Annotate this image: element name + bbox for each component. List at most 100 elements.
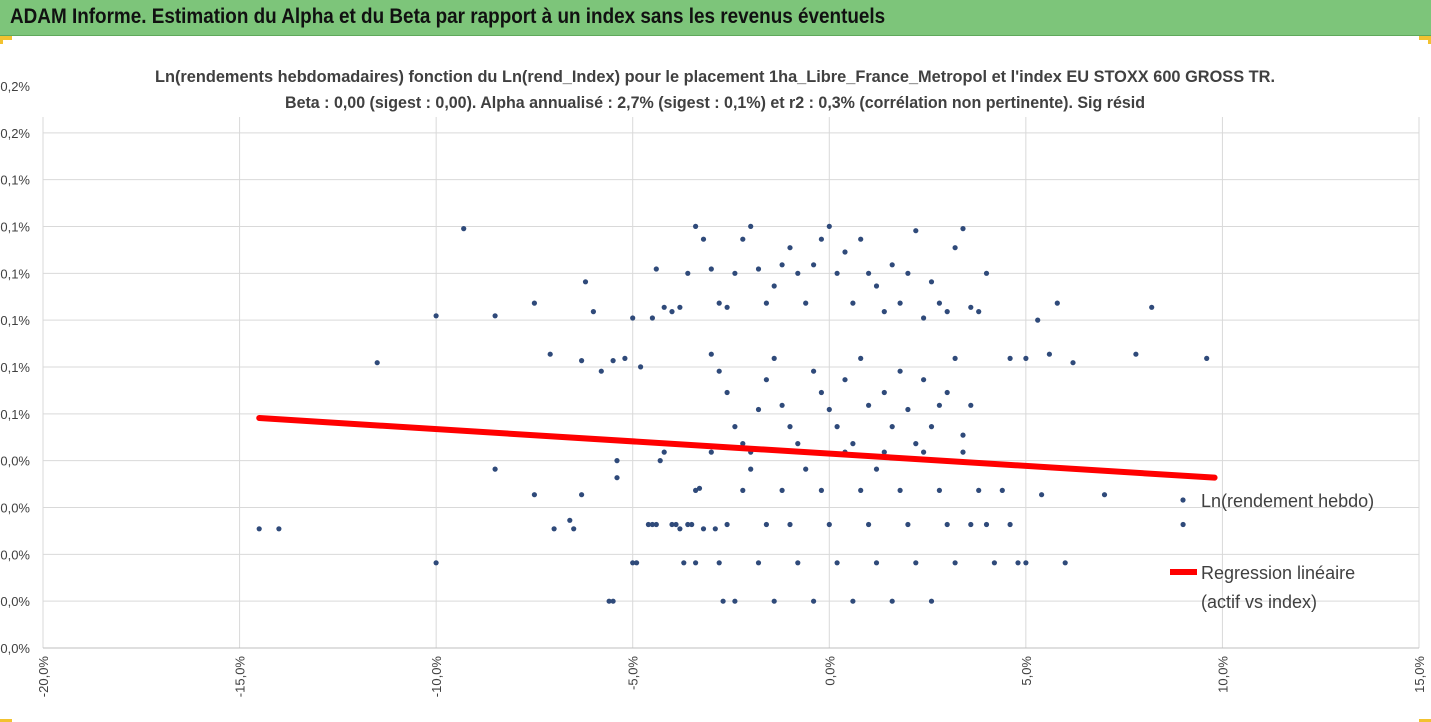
- scatter-point: [771, 283, 777, 289]
- y-tick-label: 0,0%: [0, 547, 30, 562]
- scatter-point: [724, 521, 730, 528]
- scatter-point: [614, 458, 620, 464]
- scatter-point: [673, 521, 679, 528]
- scatter-point: [492, 313, 498, 319]
- scatter-point: [622, 355, 628, 361]
- scatter-point: [696, 485, 703, 491]
- scatter-point: [1133, 351, 1139, 357]
- scatter-point: [720, 598, 726, 604]
- scatter-point: [913, 441, 919, 447]
- y-tick-label: 0,1%: [0, 266, 30, 281]
- y-tick-label: 0,1%: [0, 407, 30, 422]
- y-tick-label: 0,0%: [0, 501, 30, 516]
- scatter-point: [936, 487, 943, 493]
- scatter-point: [811, 368, 817, 374]
- scatter-point: [755, 266, 762, 272]
- chart-title-line-2: Beta : 0,00 (sigest : 0,00). Alpha annua…: [285, 93, 1145, 112]
- scatter-point: [610, 598, 616, 604]
- scatter-point: [590, 309, 597, 315]
- scatter-point: [866, 521, 872, 528]
- scatter-point: [763, 521, 770, 528]
- scatter-point: [630, 560, 636, 566]
- scatter-point: [492, 466, 498, 472]
- scatter-point: [811, 598, 817, 604]
- scatter-point: [689, 521, 695, 528]
- legend-label-scatter: Ln(rendement hebdo): [1201, 491, 1374, 511]
- y-tick-label: 0,2%: [0, 126, 30, 141]
- scatter-point: [889, 262, 895, 268]
- scatter-point: [732, 598, 738, 604]
- scatter-point: [708, 449, 714, 455]
- scatter-point: [928, 279, 935, 285]
- y-tick-label: 0,0%: [0, 454, 30, 469]
- chart-title-line-1: Ln(rendements hebdomadaires) fonction du…: [155, 67, 1275, 86]
- scatter-point: [1039, 492, 1045, 498]
- scatter-point: [1062, 560, 1068, 566]
- scatter-point: [881, 389, 887, 396]
- scatter-point: [649, 315, 656, 321]
- scatter-point: [433, 560, 439, 566]
- x-tick-label: -10,0%: [429, 656, 444, 698]
- scatter-point: [653, 521, 659, 528]
- scatter-point: [873, 283, 880, 289]
- corner-accent-left-vertical: [0, 36, 3, 44]
- scatter-point: [661, 304, 667, 310]
- scatter-point: [818, 487, 825, 493]
- scatter-point: [795, 560, 801, 566]
- scatter-point: [850, 300, 856, 306]
- scatter-point: [795, 270, 801, 276]
- scatter-point: [748, 223, 754, 229]
- scatter-point: [873, 560, 880, 566]
- scatter-point: [873, 466, 880, 472]
- y-tick-label: 0,1%: [0, 220, 30, 235]
- x-tick-label: 10,0%: [1215, 656, 1230, 693]
- scatter-point: [779, 487, 785, 493]
- scatter-point: [897, 368, 903, 374]
- scatter-point: [685, 521, 691, 528]
- scatter-point: [661, 449, 667, 455]
- scatter-point: [944, 389, 950, 396]
- scatter-point: [779, 402, 785, 408]
- scatter-point: [803, 300, 809, 306]
- y-tick-label: 0,1%: [0, 313, 30, 328]
- scatter-point: [374, 360, 380, 366]
- scatter-point: [928, 424, 935, 430]
- scatter-point: [850, 441, 856, 447]
- scatter-point: [889, 598, 895, 604]
- scatter-point: [999, 487, 1005, 493]
- scatter-point: [881, 309, 887, 315]
- scatter-point: [834, 270, 840, 276]
- scatter-point: [944, 521, 950, 528]
- scatter-point: [433, 313, 439, 319]
- scatter-point: [960, 226, 966, 232]
- scatter-point: [716, 560, 722, 566]
- scatter-point: [1007, 521, 1013, 528]
- scatter-point: [276, 526, 282, 532]
- scatter-point: [708, 351, 714, 357]
- scatter-point: [787, 245, 793, 251]
- scatter-point: [960, 432, 966, 438]
- scatter-point: [1101, 492, 1108, 498]
- scatter-point: [579, 492, 585, 498]
- scatter-point: [1046, 351, 1052, 357]
- y-tick-label: 0,0%: [0, 594, 30, 609]
- scatter-point: [669, 309, 675, 315]
- scatter-point: [826, 521, 832, 528]
- scatter-point: [795, 441, 801, 447]
- scatter-point: [913, 228, 919, 234]
- scatter-point: [610, 358, 616, 364]
- scatter-point: [256, 526, 262, 532]
- scatter-point: [732, 270, 738, 276]
- scatter-point: [653, 266, 659, 272]
- scatter-point: [693, 560, 699, 566]
- scatter-point: [858, 355, 864, 361]
- scatter-point: [858, 236, 864, 242]
- scatter-point: [818, 236, 825, 242]
- x-tick-label: 0,0%: [822, 656, 837, 686]
- scatter-point: [991, 560, 998, 566]
- scatter-point: [968, 402, 974, 408]
- scatter-point: [897, 300, 903, 306]
- scatter-point: [700, 526, 707, 532]
